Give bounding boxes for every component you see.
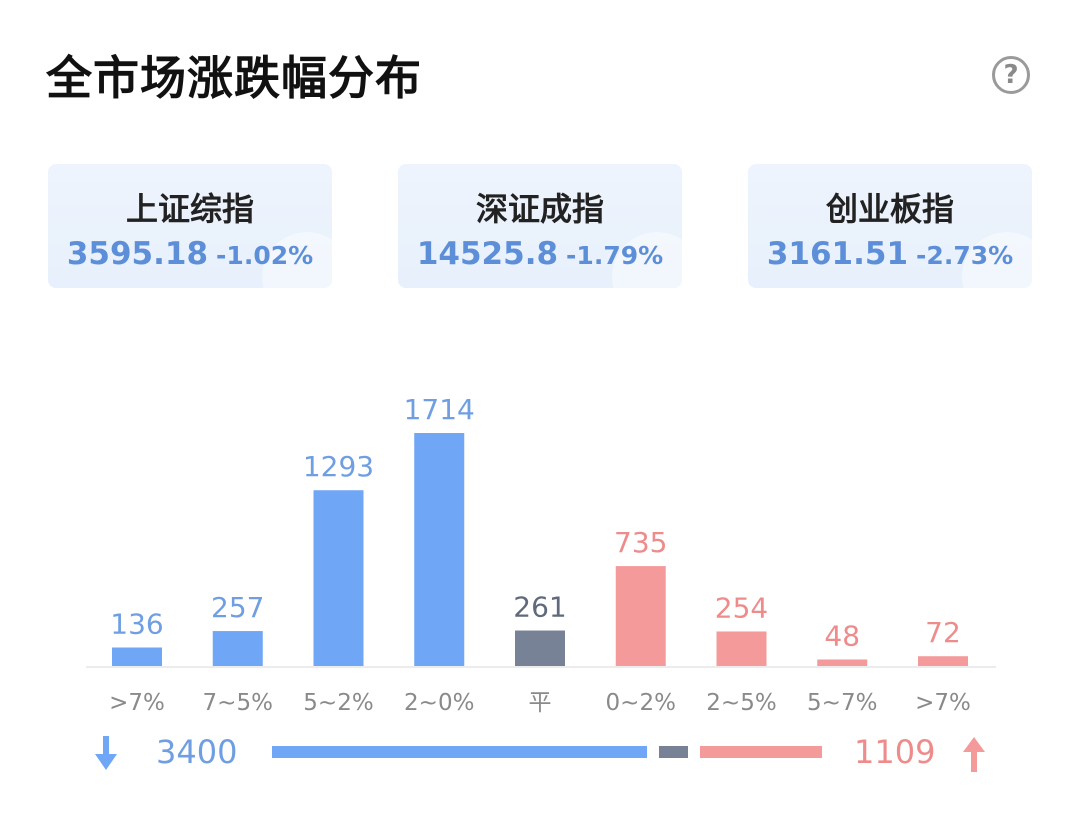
tick-label-6: 2~5% <box>706 690 776 716</box>
data-label-2: 1293 <box>303 450 374 483</box>
data-label-3: 1714 <box>404 393 475 426</box>
tick-label-1: 7~5% <box>203 690 273 716</box>
arrow-down-icon <box>95 736 117 770</box>
tick-label-3: 2~0% <box>404 690 474 716</box>
tick-label-0: >7% <box>109 690 165 716</box>
bar-7 <box>817 659 868 666</box>
index-change: -2.73% <box>916 241 1014 270</box>
index-card-chinext[interactable]: 创业板指 3161.51 -2.73% <box>748 164 1032 288</box>
down-total: 3400 <box>156 733 238 771</box>
bar-2 <box>313 490 364 666</box>
index-card-shenzhen[interactable]: 深证成指 14525.8 -1.79% <box>398 164 682 288</box>
bar-6 <box>716 631 767 666</box>
index-value: 3595.18 <box>66 236 209 272</box>
index-change: -1.79% <box>566 241 664 270</box>
tick-label-2: 5~2% <box>303 690 373 716</box>
help-circle-icon[interactable]: ? <box>992 56 1030 94</box>
data-label-7: 48 <box>824 619 860 652</box>
tick-label-4: 平 <box>529 690 552 716</box>
bar-4 <box>515 630 565 666</box>
index-value: 3161.51 <box>766 236 909 272</box>
data-label-6: 254 <box>715 591 768 624</box>
bar-8 <box>918 656 968 666</box>
index-value: 14525.8 <box>416 236 559 272</box>
data-label-4: 261 <box>513 591 566 624</box>
index-name: 深证成指 <box>475 190 604 228</box>
flat-ratio-bar <box>658 746 688 758</box>
index-name: 创业板指 <box>825 190 954 228</box>
data-label-8: 72 <box>925 616 961 649</box>
bar-0 <box>112 647 162 666</box>
down-ratio-bar <box>272 746 647 758</box>
data-label-1: 257 <box>211 591 264 624</box>
tick-label-5: 0~2% <box>606 690 676 716</box>
distribution-chart: 136 >7% 257 7~5% 1293 5~2% 1714 2~0% 261 平 735 0~2%… <box>86 393 996 716</box>
data-label-5: 735 <box>614 526 667 559</box>
bar-3 <box>414 433 465 666</box>
index-change: -1.02% <box>216 241 314 270</box>
up-total: 1109 <box>854 733 936 771</box>
data-label-0: 136 <box>110 608 163 641</box>
page-title: 全市场涨跌幅分布 <box>46 51 422 105</box>
bar-1 <box>212 631 263 666</box>
index-name: 上证综指 <box>125 190 254 228</box>
tick-label-7: 5~7% <box>807 690 877 716</box>
arrow-up-icon <box>963 737 985 772</box>
up-ratio-bar <box>699 746 822 758</box>
tick-label-8: >7% <box>915 690 971 716</box>
index-card-shanghai[interactable]: 上证综指 3595.18 -1.02% <box>48 164 332 288</box>
bar-5 <box>615 566 666 666</box>
